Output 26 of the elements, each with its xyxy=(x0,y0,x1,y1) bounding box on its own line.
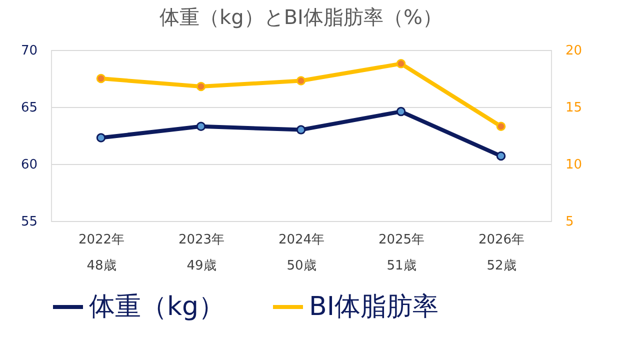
y2-tick-label: 5 xyxy=(566,214,574,230)
point xyxy=(196,122,206,131)
x-tick-label: 2026年 52歳 xyxy=(478,232,525,274)
y-tick-label: 55 xyxy=(20,214,38,230)
x-tick-label: 2022年 48歳 xyxy=(78,232,125,274)
point xyxy=(496,151,506,161)
y2-tick-label: 20 xyxy=(566,44,582,58)
point xyxy=(296,125,306,134)
legend-label: BI体脂肪率 xyxy=(309,292,439,322)
point xyxy=(196,82,206,92)
y2-tick-label: 15 xyxy=(566,100,582,116)
point xyxy=(96,133,106,142)
y-tick-label: 65 xyxy=(20,100,38,116)
chart-title: 体重（kg）とBI体脂肪率（%） xyxy=(160,5,442,29)
x-tick-label: 2024年 50歳 xyxy=(278,232,325,274)
y2-tick-label: 10 xyxy=(566,158,582,172)
legend-label: 体重（kg） xyxy=(89,292,225,322)
y-tick-label: 60 xyxy=(20,158,38,172)
point xyxy=(496,122,506,131)
x-tick-label: 2023年 49歳 xyxy=(178,232,225,274)
point xyxy=(396,59,406,68)
point xyxy=(396,106,406,116)
point xyxy=(296,76,306,86)
point xyxy=(96,74,106,84)
y-tick-label: 70 xyxy=(20,44,38,58)
x-tick-label: 2025年 51歳 xyxy=(378,232,425,274)
